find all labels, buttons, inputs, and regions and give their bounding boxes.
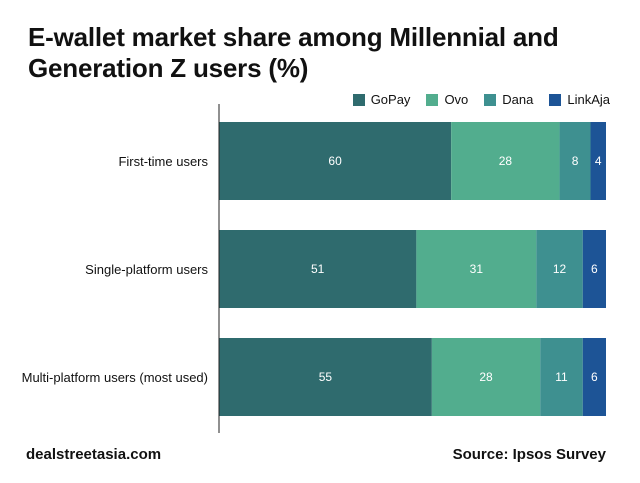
- legend-swatch-ovo: [426, 93, 439, 106]
- bar-ovo-0: [451, 122, 560, 200]
- legend-item-gopay: GoPay: [352, 92, 411, 107]
- chart-title-line-2: Generation Z users (%): [28, 53, 309, 83]
- legend-swatch-linkaja: [549, 93, 562, 106]
- data-label-ovo-2: 28: [479, 370, 493, 384]
- data-label-dana-0: 8: [572, 154, 579, 168]
- bar-linkaja-1: [582, 230, 606, 308]
- bar-dana-2: [540, 338, 583, 416]
- legend-swatch-gopay: [352, 93, 365, 106]
- bar-dana-0: [559, 122, 591, 200]
- category-label-1: Single-platform users: [85, 262, 208, 277]
- data-label-gopay-2: 55: [319, 370, 333, 384]
- data-label-gopay-0: 60: [328, 154, 342, 168]
- category-label-2: Multi-platform users (most used): [22, 370, 208, 385]
- data-label-ovo-1: 31: [470, 262, 484, 276]
- legend-item-ovo: Ovo: [426, 92, 468, 107]
- bar-gopay-0: [219, 122, 452, 200]
- bar-linkaja-0: [590, 122, 606, 200]
- data-label-linkaja-1: 6: [591, 262, 598, 276]
- data-label-linkaja-0: 4: [595, 154, 602, 168]
- legend-item-dana: Dana: [484, 92, 533, 107]
- data-label-dana-1: 12: [553, 262, 567, 276]
- legend-swatch-dana: [484, 93, 497, 106]
- bar-ovo-2: [431, 338, 541, 416]
- bar-gopay-1: [219, 230, 417, 308]
- legend-label-linkaja: LinkAja: [567, 92, 610, 107]
- bar-linkaja-2: [582, 338, 606, 416]
- chart-title: E-wallet market share among Millennial a…: [28, 22, 628, 84]
- chart-legend: GoPay Ovo Dana LinkAja: [352, 92, 610, 107]
- bar-dana-1: [536, 230, 583, 308]
- source-credit: Source: Ipsos Survey: [452, 446, 606, 463]
- category-label-0: First-time users: [118, 154, 208, 169]
- legend-label-dana: Dana: [502, 92, 534, 107]
- bar-ovo-1: [416, 230, 537, 308]
- data-label-dana-2: 11: [555, 370, 568, 384]
- legend-label-ovo: Ovo: [444, 92, 469, 107]
- bar-gopay-2: [219, 338, 432, 416]
- data-label-linkaja-2: 6: [591, 370, 598, 384]
- legend-item-linkaja: LinkAja: [549, 92, 610, 107]
- legend-label-gopay: GoPay: [370, 92, 411, 107]
- data-label-gopay-1: 51: [311, 262, 325, 276]
- data-label-ovo-0: 28: [499, 154, 513, 168]
- chart-title-line-1: E-wallet market share among Millennial a…: [28, 22, 559, 52]
- brand-credit: dealstreetasia.com: [26, 446, 162, 463]
